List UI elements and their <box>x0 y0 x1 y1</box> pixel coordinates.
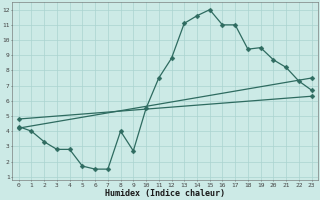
X-axis label: Humidex (Indice chaleur): Humidex (Indice chaleur) <box>105 189 225 198</box>
